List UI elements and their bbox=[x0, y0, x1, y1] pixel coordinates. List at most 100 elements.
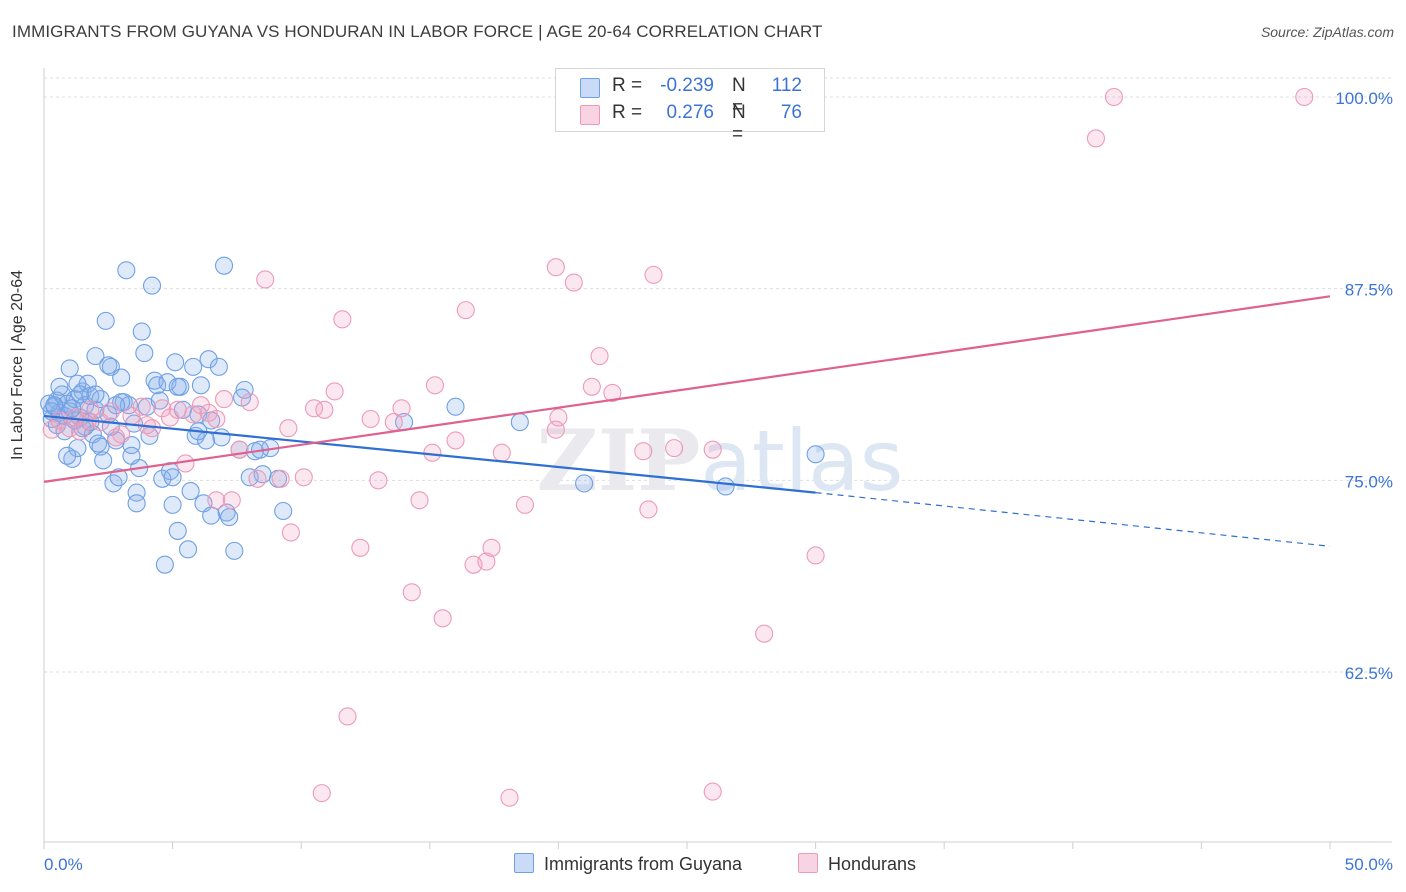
y-tick-label: 87.5% bbox=[1345, 281, 1393, 300]
honduran-point bbox=[392, 399, 411, 418]
guyana-point bbox=[68, 374, 87, 393]
legend-r-label: R = bbox=[612, 75, 643, 96]
legend-n-value: 112 bbox=[771, 75, 802, 96]
guyana-point bbox=[163, 495, 182, 514]
honduran-point bbox=[207, 491, 226, 510]
guyana-point bbox=[168, 521, 187, 540]
honduran-point bbox=[477, 552, 496, 571]
honduran-point bbox=[60, 419, 79, 438]
guyana-point bbox=[86, 385, 105, 404]
honduran-point bbox=[446, 431, 465, 450]
legend-n-value: 76 bbox=[780, 102, 802, 123]
guyana-point bbox=[163, 468, 182, 487]
legend-n-label: N = bbox=[732, 102, 746, 145]
honduran-trend-line bbox=[43, 295, 1331, 483]
legend-r-value: 0.276 bbox=[666, 102, 714, 123]
honduran-point bbox=[482, 538, 501, 557]
honduran-point bbox=[256, 270, 275, 289]
guyana-point bbox=[112, 393, 131, 412]
legend-swatch-hondurans bbox=[798, 853, 818, 873]
guyana-point bbox=[510, 413, 529, 432]
legend-item-guyana[interactable]: Immigrants from Guyana bbox=[514, 853, 742, 875]
guyana-point bbox=[184, 357, 203, 376]
guyana-point bbox=[135, 344, 154, 363]
honduran-point bbox=[806, 546, 825, 565]
honduran-point bbox=[351, 538, 370, 557]
honduran-point bbox=[312, 784, 331, 803]
guyana-point bbox=[446, 397, 465, 416]
honduran-point bbox=[582, 377, 601, 396]
honduran-point bbox=[207, 409, 226, 429]
guyana-point bbox=[806, 445, 825, 464]
honduran-point bbox=[515, 495, 535, 514]
honduran-point bbox=[132, 397, 151, 416]
x-tick-label-max: 50.0% bbox=[1345, 855, 1393, 874]
guyana-point bbox=[716, 477, 735, 496]
honduran-point bbox=[333, 310, 352, 329]
honduran-point bbox=[240, 393, 259, 412]
honduran-point bbox=[160, 408, 180, 427]
honduran-point bbox=[425, 376, 444, 395]
legend-swatch-guyana bbox=[514, 853, 534, 873]
guyana-point bbox=[50, 377, 69, 396]
guyana-point bbox=[155, 555, 174, 574]
guyana-point bbox=[132, 322, 151, 341]
legend-swatch-guyana bbox=[580, 78, 600, 98]
guyana-point bbox=[181, 482, 200, 501]
honduran-point bbox=[153, 399, 172, 418]
honduran-point bbox=[603, 383, 622, 402]
guyana-point bbox=[112, 368, 131, 387]
honduran-point bbox=[755, 624, 774, 643]
honduran-point bbox=[1104, 87, 1124, 107]
honduran-point bbox=[101, 402, 120, 421]
y-axis-label: In Labor Force | Age 20-64 bbox=[9, 269, 26, 460]
honduran-point bbox=[361, 409, 380, 429]
guyana-point bbox=[212, 428, 231, 447]
guyana-trend-extension bbox=[815, 492, 1331, 547]
honduran-point bbox=[222, 491, 241, 510]
honduran-point bbox=[369, 471, 388, 490]
legend-item-hondurans[interactable]: Hondurans bbox=[798, 853, 916, 875]
honduran-point bbox=[564, 273, 583, 292]
guyana-point bbox=[109, 468, 128, 487]
y-tick-label: 75.0% bbox=[1345, 472, 1393, 491]
honduran-point bbox=[590, 347, 609, 366]
honduran-point bbox=[703, 782, 722, 801]
guyana-point bbox=[178, 540, 198, 559]
guyana-point bbox=[58, 446, 77, 465]
guyana-point bbox=[148, 376, 167, 395]
honduran-point bbox=[106, 428, 126, 447]
guyana-point bbox=[191, 376, 210, 395]
guyana-point bbox=[127, 483, 146, 502]
guyana-point bbox=[166, 353, 185, 372]
honduran-point bbox=[703, 440, 722, 459]
guyana-point bbox=[63, 449, 82, 468]
honduran-point bbox=[433, 609, 452, 628]
guyana-point bbox=[209, 357, 228, 376]
honduran-point bbox=[191, 396, 210, 415]
honduran-point bbox=[546, 258, 565, 277]
legend-r-value: -0.239 bbox=[660, 75, 714, 96]
legend-swatch-hondurans bbox=[580, 105, 600, 125]
legend-n-label: N = bbox=[732, 75, 746, 118]
guyana-point bbox=[127, 494, 146, 513]
honduran-point bbox=[294, 468, 313, 487]
honduran-point bbox=[644, 265, 663, 284]
watermark: ZIPatlas bbox=[537, 411, 904, 510]
honduran-point bbox=[184, 405, 203, 424]
honduran-point bbox=[634, 442, 653, 461]
guyana-point bbox=[225, 541, 244, 560]
guyana-point bbox=[91, 437, 110, 456]
honduran-point bbox=[81, 400, 100, 419]
guyana-trend-line bbox=[43, 414, 816, 494]
correlation-legend: R = -0.239 N = 112 R = 0.276 N = 76 bbox=[555, 68, 825, 145]
honduran-point bbox=[549, 408, 568, 427]
honduran-point bbox=[410, 491, 429, 510]
honduran-point bbox=[639, 500, 658, 519]
honduran-point bbox=[1086, 129, 1105, 148]
guyana-point bbox=[45, 396, 64, 415]
y-tick-label: 100.0% bbox=[1335, 89, 1393, 108]
guyana-point bbox=[122, 446, 141, 465]
chart-title: IMMIGRANTS FROM GUYANA VS HONDURAN IN LA… bbox=[12, 22, 823, 41]
